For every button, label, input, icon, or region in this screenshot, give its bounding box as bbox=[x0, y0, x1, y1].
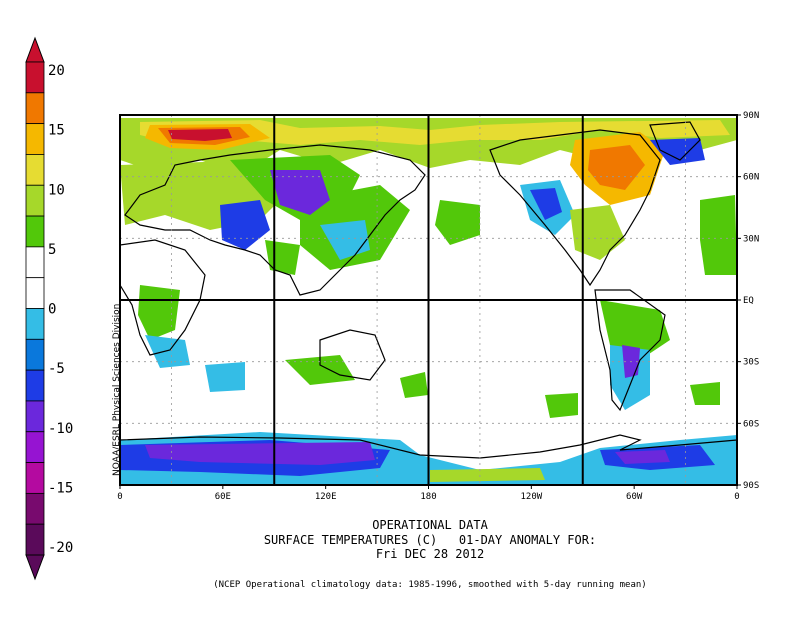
colorbar-bottom-arrow bbox=[25, 554, 45, 581]
antarctic-green bbox=[430, 468, 545, 482]
lat-label: 60N bbox=[743, 173, 759, 183]
colorbar-swatch bbox=[25, 308, 45, 340]
lat-label: 30S bbox=[743, 358, 759, 368]
colorbar-swatch bbox=[25, 184, 45, 217]
colorbar-swatch bbox=[25, 431, 45, 463]
title-line-1: OPERATIONAL DATA bbox=[372, 518, 488, 532]
colorbar-tick-label: 10 bbox=[48, 182, 65, 198]
map-grid bbox=[120, 115, 737, 485]
n-pacific-green bbox=[435, 200, 480, 245]
australia-green bbox=[285, 355, 355, 385]
n-atlantic-green bbox=[700, 195, 737, 275]
map-axis-labels: 90N 60N 30N EQ 30S 60S 90S 0 60E 120E 180 120W 60W 0 bbox=[117, 111, 759, 502]
coast-australia bbox=[319, 329, 386, 381]
s-atlantic-cold bbox=[145, 335, 190, 368]
lon-label: 180 bbox=[420, 492, 436, 502]
coast-n-america bbox=[489, 129, 661, 287]
colorbar-swatch bbox=[25, 338, 45, 371]
coast-africa bbox=[119, 239, 206, 356]
colorbar-tick-label: -20 bbox=[48, 540, 73, 556]
coast-s-america bbox=[594, 289, 666, 412]
s-america-green bbox=[600, 300, 670, 360]
siberia-cold bbox=[270, 170, 330, 215]
colorbar-tick-label: -15 bbox=[48, 480, 73, 496]
alaska-coldest bbox=[530, 188, 562, 220]
kara-sea-hottest bbox=[168, 129, 232, 141]
central-asia-cold bbox=[220, 200, 270, 250]
lat-label: 90S bbox=[743, 481, 759, 491]
footnote: (NCEP Operational climatology data: 1985… bbox=[213, 580, 647, 590]
colorbar-swatch bbox=[25, 92, 45, 125]
coast-antarctica bbox=[119, 434, 738, 459]
colorbar-swatch bbox=[25, 369, 45, 402]
colorbar-top-arrow bbox=[25, 36, 45, 63]
indian-ocean-cold bbox=[205, 362, 245, 392]
china-cold bbox=[320, 220, 370, 260]
lon-label: 120E bbox=[315, 492, 337, 502]
colorbar-swatch bbox=[25, 523, 45, 556]
lon-label: 60W bbox=[626, 492, 643, 502]
lon-label: 120W bbox=[520, 492, 542, 502]
africa-green bbox=[138, 285, 180, 340]
s-pacific-green bbox=[545, 393, 578, 418]
weddell-coldest bbox=[615, 450, 670, 464]
s-atlantic-green bbox=[690, 382, 720, 405]
lon-label: 0 bbox=[734, 492, 739, 502]
colorbar: 20 15 10 5 0 -5 -10 -15 -20 bbox=[25, 36, 73, 581]
lon-label: 60E bbox=[215, 492, 231, 502]
colorbar-swatch bbox=[25, 462, 45, 494]
lon-label: 0 bbox=[117, 492, 122, 502]
map-panel: 90N 60N 30N EQ 30S 60S 90S 0 60E 120E 180 120W 60W 0 bbox=[117, 111, 759, 502]
colorbar-swatch bbox=[25, 61, 45, 94]
title-line-3: Fri DEC 28 2012 bbox=[375, 547, 485, 561]
credit-label: NOAA/ESRL Physical Sciences Division bbox=[112, 303, 122, 476]
colorbar-swatch bbox=[25, 492, 45, 525]
india-green bbox=[265, 240, 300, 275]
lat-label: 30N bbox=[743, 234, 759, 244]
greenland-cold bbox=[650, 138, 705, 165]
colorbar-tick-label: -10 bbox=[48, 421, 73, 437]
lat-label: 60S bbox=[743, 419, 759, 429]
colorbar-swatch bbox=[25, 246, 45, 279]
colorbar-tick-label: 5 bbox=[48, 242, 56, 258]
coastlines bbox=[119, 121, 738, 459]
canada-hot bbox=[588, 145, 645, 190]
title-line-2: SURFACE TEMPERATURES (C) 01-DAY ANOMALY … bbox=[263, 533, 597, 547]
coast-greenland bbox=[649, 121, 701, 161]
colorbar-tick-label: 0 bbox=[48, 302, 56, 318]
colorbar-tick-label: 15 bbox=[48, 123, 65, 139]
coast-eurasia bbox=[124, 144, 426, 296]
colorbar-tick-label: -5 bbox=[48, 361, 65, 377]
colorbar-swatch bbox=[25, 123, 45, 155]
colorbar-swatch bbox=[25, 215, 45, 248]
lat-label: EQ bbox=[743, 296, 754, 306]
tasman-green bbox=[400, 372, 428, 398]
colorbar-swatch bbox=[25, 400, 45, 433]
colorbar-swatch bbox=[25, 277, 45, 309]
colorbar-swatch bbox=[25, 154, 45, 186]
antarctic-coldest bbox=[145, 442, 375, 465]
colorbar-tick-label: 20 bbox=[48, 63, 65, 79]
lat-label: 90N bbox=[743, 111, 759, 121]
